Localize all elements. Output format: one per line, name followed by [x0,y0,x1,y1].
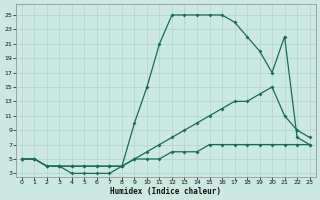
X-axis label: Humidex (Indice chaleur): Humidex (Indice chaleur) [110,187,221,196]
